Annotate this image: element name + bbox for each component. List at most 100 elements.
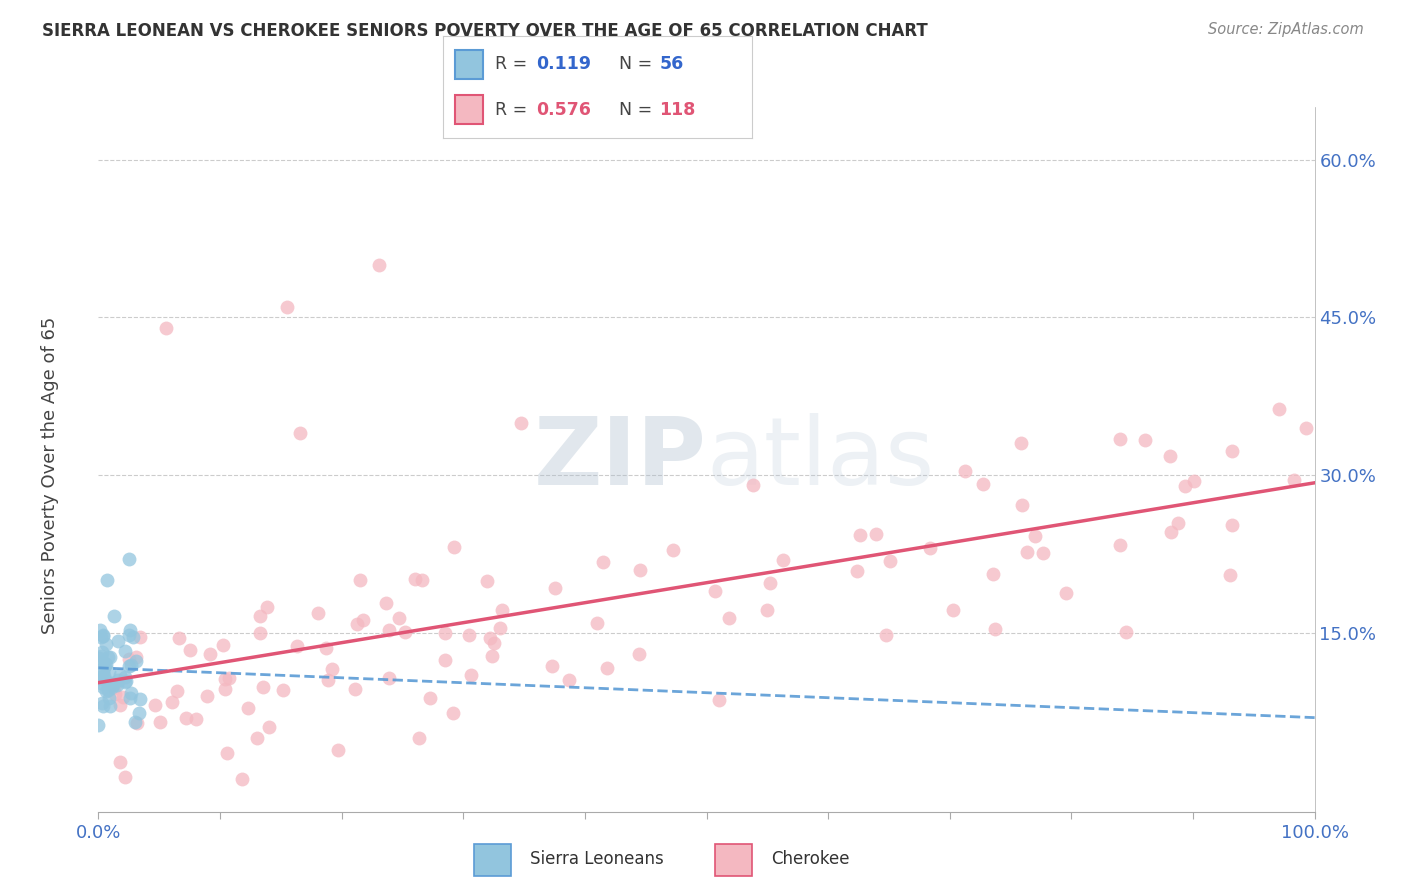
- Point: [596, 661, 619, 675]
- Text: ZIP: ZIP: [534, 413, 707, 506]
- Point: [195, 689, 218, 703]
- Point: [98, 691, 121, 706]
- Text: 56: 56: [659, 55, 683, 73]
- Point: [628, 563, 651, 577]
- Point: [918, 541, 941, 555]
- Point: [91, 629, 114, 643]
- Point: [97, 676, 120, 690]
- Point: [482, 636, 505, 650]
- Point: [1295, 420, 1317, 434]
- Point: [101, 678, 124, 692]
- Point: [110, 668, 132, 682]
- Point: [94, 683, 117, 698]
- Point: [488, 621, 510, 635]
- Point: [1167, 516, 1189, 531]
- Point: [741, 478, 763, 492]
- Point: [1159, 449, 1181, 463]
- Point: [231, 772, 253, 787]
- Text: N =: N =: [619, 55, 658, 73]
- Point: [122, 631, 145, 645]
- Point: [510, 416, 533, 430]
- Point: [1220, 443, 1243, 458]
- Point: [1011, 498, 1033, 512]
- Point: [87, 671, 110, 685]
- Point: [252, 680, 274, 694]
- Point: [87, 718, 110, 732]
- Point: [1108, 537, 1130, 551]
- Point: [717, 611, 740, 625]
- Point: [704, 583, 727, 598]
- Point: [411, 573, 433, 587]
- Point: [128, 706, 150, 720]
- Point: [117, 628, 139, 642]
- Point: [93, 660, 115, 674]
- Point: [326, 742, 349, 756]
- Point: [97, 650, 120, 665]
- Point: [1133, 433, 1156, 447]
- Point: [215, 746, 238, 760]
- Point: [984, 622, 1007, 636]
- Point: [1115, 625, 1137, 640]
- Text: Sierra Leoneans: Sierra Leoneans: [530, 849, 664, 868]
- Point: [1182, 474, 1205, 488]
- Point: [1218, 567, 1240, 582]
- Point: [457, 628, 479, 642]
- Point: [118, 552, 141, 566]
- Point: [174, 710, 197, 724]
- Text: R =: R =: [495, 101, 533, 119]
- Point: [118, 690, 141, 705]
- Bar: [456, 95, 484, 124]
- Point: [89, 623, 111, 637]
- Point: [91, 664, 114, 678]
- Point: [117, 659, 139, 673]
- Point: [343, 681, 366, 696]
- Point: [103, 681, 125, 695]
- Point: [394, 624, 416, 639]
- Point: [101, 676, 124, 690]
- Point: [544, 581, 567, 595]
- Point: [107, 673, 129, 687]
- Point: [105, 678, 128, 692]
- Point: [273, 682, 295, 697]
- Point: [179, 643, 201, 657]
- Point: [87, 671, 110, 685]
- Text: Cherokee: Cherokee: [770, 849, 849, 868]
- Point: [1054, 586, 1077, 600]
- Point: [218, 671, 240, 685]
- Bar: [456, 50, 484, 78]
- Point: [349, 573, 371, 587]
- Point: [91, 680, 114, 694]
- Text: Seniors Poverty Over the Age of 65: Seniors Poverty Over the Age of 65: [41, 317, 59, 634]
- Point: [1173, 479, 1195, 493]
- Point: [112, 690, 135, 704]
- Point: [200, 647, 222, 661]
- Point: [120, 686, 142, 700]
- Point: [479, 631, 502, 645]
- Point: [90, 675, 112, 690]
- Point: [1220, 518, 1243, 533]
- Point: [441, 706, 464, 720]
- Point: [104, 687, 127, 701]
- Point: [756, 603, 779, 617]
- Point: [129, 630, 152, 644]
- Text: 0.119: 0.119: [536, 55, 591, 73]
- Point: [249, 608, 271, 623]
- Point: [124, 714, 146, 729]
- Point: [120, 624, 142, 638]
- Point: [374, 595, 396, 609]
- Point: [214, 673, 236, 687]
- Point: [1282, 473, 1305, 487]
- Point: [481, 649, 503, 664]
- Point: [166, 683, 188, 698]
- Point: [315, 641, 337, 656]
- Point: [97, 683, 120, 698]
- Point: [865, 526, 887, 541]
- Point: [184, 712, 207, 726]
- Point: [98, 699, 121, 714]
- Point: [249, 626, 271, 640]
- Point: [107, 633, 129, 648]
- Point: [661, 542, 683, 557]
- Point: [848, 528, 870, 542]
- Bar: [474, 844, 512, 876]
- Point: [983, 567, 1005, 582]
